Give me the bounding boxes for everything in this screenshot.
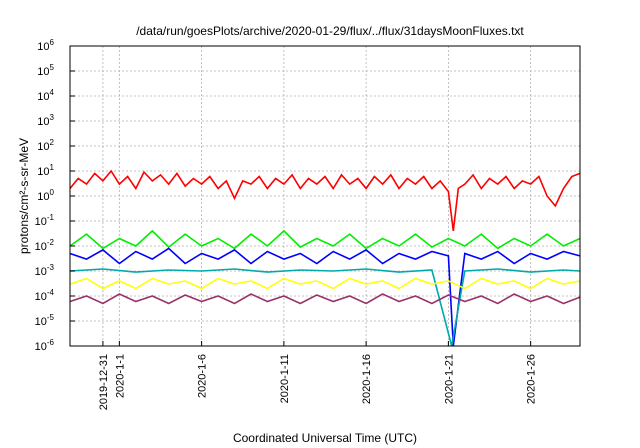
y-tick-label: 10-5 [35, 313, 55, 328]
y-tick-label: 10-6 [35, 338, 55, 353]
series-line-3 [69, 247, 581, 347]
series-line-6 [69, 293, 581, 305]
series-lines [69, 169, 581, 347]
y-tick-label: 105 [37, 63, 54, 78]
series-line-1 [69, 169, 581, 231]
y-tick-label: 101 [37, 163, 54, 178]
series-line-5 [69, 277, 581, 290]
y-tick-label: 106 [37, 38, 54, 53]
x-axis-label: Coordinated Universal Time (UTC) [233, 431, 417, 445]
chart-title: /data/run/goesPlots/archive/2020-01-29/f… [136, 24, 524, 38]
x-axis-ticks: 2019-12-31 2020-1-1 2020-1-6 2020-1-11 2020-… [98, 341, 538, 410]
x-tick-label: 2020-1-6 [197, 354, 209, 398]
x-tick-label: 2020-1-26 [526, 354, 538, 404]
y-tick-label: 102 [37, 138, 54, 153]
x-tick-label: 2020-1-1 [114, 354, 126, 398]
x-tick-label: 2019-12-31 [98, 354, 110, 410]
y-tick-label: 10-3 [35, 263, 55, 278]
y-tick-label: 104 [37, 88, 54, 103]
y-tick-label: 103 [37, 113, 54, 128]
y-tick-label: 10-2 [35, 238, 55, 253]
y-tick-label: 10-4 [35, 288, 55, 303]
y-tick-label: 10-1 [35, 213, 55, 228]
x-tick-label: 2020-1-21 [443, 354, 455, 404]
series-line-4 [69, 268, 581, 347]
x-tick-label: 2020-1-16 [361, 354, 373, 404]
x-tick-label: 2020-1-11 [279, 354, 291, 403]
series-line-2 [69, 229, 581, 250]
y-tick-label: 100 [37, 188, 54, 203]
y-axis-ticks: 10-6 10-5 10-4 10-3 10-2 10-1 100 101 102 103 104 1… [35, 38, 75, 353]
y-axis-label: protons/cm²-s-sr-MeV [17, 138, 31, 254]
